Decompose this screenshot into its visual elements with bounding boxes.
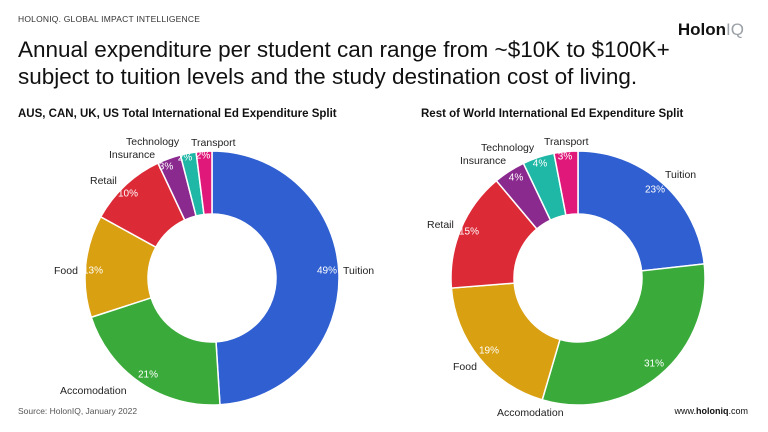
chart-title-left: AUS, CAN, UK, US Total International Ed … — [18, 108, 337, 120]
org-label: HOLONIQ. GLOBAL IMPACT INTELLIGENCE — [18, 14, 201, 24]
right-value-label-insurance: 4% — [509, 173, 524, 184]
website-suffix: .com — [728, 406, 748, 416]
left-category-label-insurance: Insurance — [109, 149, 155, 161]
right-value-label-accomodation: 31% — [644, 359, 664, 370]
left-category-label-transport: Transport — [191, 137, 236, 149]
right-slice-accomodation — [541, 263, 706, 406]
website-url: www.holoniq.com — [674, 406, 748, 416]
right-category-label-food: Food — [453, 361, 477, 373]
brand-main: Holon — [677, 20, 727, 39]
right-slice-transport — [553, 150, 579, 217]
left-value-label-transport: 2% — [196, 151, 211, 162]
source-note: Source: HolonIQ, January 2022 — [18, 406, 138, 416]
right-category-label-retail: Retail — [427, 219, 454, 231]
right-category-label-accomodation: Accomodation — [497, 407, 564, 419]
left-value-label-technology: 2% — [178, 153, 193, 164]
left-value-label-retail: 10% — [118, 189, 138, 200]
right-category-label-transport: Transport — [544, 136, 589, 148]
right-value-label-technology: 4% — [533, 159, 548, 170]
left-slice-tuition — [211, 150, 340, 406]
left-value-label-accomodation: 21% — [138, 370, 158, 381]
left-category-label-food: Food — [54, 265, 78, 277]
right-slice-tuition — [577, 150, 706, 272]
right-value-label-retail: 15% — [459, 227, 479, 238]
left-category-label-technology: Technology — [126, 136, 180, 148]
right-category-label-insurance: Insurance — [460, 155, 506, 167]
right-value-label-transport: 3% — [558, 152, 573, 163]
left-category-label-accomodation: Accomodation — [60, 385, 127, 397]
brand-logo: HolonIQ — [678, 20, 744, 40]
website-prefix: www. — [674, 406, 696, 416]
right-category-label-technology: Technology — [481, 142, 535, 154]
brand-suffix: IQ — [726, 20, 744, 39]
left-category-label-tuition: Tuition — [343, 265, 374, 277]
left-category-label-retail: Retail — [90, 175, 117, 187]
website-brand: holoniq — [695, 406, 729, 416]
right-value-label-tuition: 23% — [645, 185, 665, 196]
left-slice-accomodation — [90, 296, 221, 406]
right-category-label-tuition: Tuition — [665, 169, 696, 181]
chart-title-right: Rest of World International Ed Expenditu… — [421, 108, 684, 120]
left-value-label-food: 13% — [83, 266, 103, 277]
right-value-label-food: 19% — [479, 346, 499, 357]
left-value-label-insurance: 3% — [159, 162, 174, 173]
right-slice-food — [450, 282, 561, 401]
page-title: Annual expenditure per student can range… — [18, 37, 670, 89]
left-value-label-tuition: 49% — [317, 266, 337, 277]
left-slice-transport — [195, 150, 213, 216]
